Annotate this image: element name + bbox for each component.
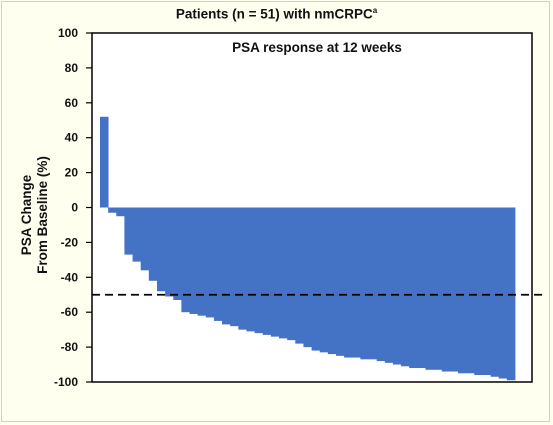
patient-bar (116, 207, 125, 217)
y-tick-label: 60 (65, 96, 79, 110)
y-tick-label: 0 (71, 201, 78, 215)
y-tick-label: 20 (65, 166, 79, 180)
patient-bar (254, 207, 264, 334)
patient-bar (140, 207, 150, 271)
chart-title: Patients (n = 51) with nmCRPCa (175, 6, 378, 22)
patient-bar (303, 207, 312, 348)
y-tick-label: -20 (61, 235, 79, 249)
patient-bar (197, 207, 207, 316)
patient-bar (474, 207, 483, 376)
patient-bar (384, 207, 394, 363)
patient-bar (238, 207, 247, 330)
patient-bar (392, 207, 402, 365)
patient-bar (401, 207, 410, 367)
patient-bar (498, 207, 508, 379)
patient-bar (319, 207, 329, 353)
y-tick-label: -80 (61, 340, 79, 354)
patient-bar (205, 207, 215, 318)
patient-bar (360, 207, 369, 360)
patient-bar (279, 207, 288, 339)
patient-bar (344, 207, 353, 358)
patient-bar (449, 207, 459, 372)
patient-bar (148, 207, 158, 281)
patient-bar (295, 207, 304, 344)
patient-bar (262, 207, 272, 335)
patient-bar (124, 207, 133, 255)
y-tick-label: 40 (65, 131, 79, 145)
patient-bar (230, 207, 239, 327)
patient-bar (376, 207, 386, 362)
patient-bar (213, 207, 223, 321)
patient-bar (441, 207, 451, 372)
patient-bar (246, 207, 256, 332)
patient-bar (458, 207, 467, 374)
patient-bar (409, 207, 418, 369)
patient-bar (425, 207, 435, 370)
y-axis: 100 80 60 40 20 0 -20 -40 -60 -80 -100 (54, 26, 92, 389)
patient-bar (490, 207, 500, 377)
patient-bar (189, 207, 199, 314)
patient-bar (287, 207, 296, 341)
patient-bar (100, 116, 109, 208)
bars-group (100, 116, 516, 381)
title-footnote-marker: a (372, 6, 378, 15)
patient-bar (466, 207, 475, 374)
patient-bar (335, 207, 345, 356)
patient-bar (181, 207, 190, 313)
y-tick-label: -40 (61, 270, 79, 284)
y-tick-label: 80 (65, 61, 79, 75)
patient-bar (352, 207, 361, 358)
chart-subtitle: PSA response at 12 weeks (232, 40, 402, 55)
patient-bar (270, 207, 280, 337)
patient-bar (173, 207, 182, 300)
patient-bar (482, 207, 491, 376)
patient-bar (156, 207, 166, 292)
patient-bar (327, 207, 337, 355)
y-tick-label: -60 (61, 305, 79, 319)
patient-bar (222, 207, 231, 325)
y-tick-label: -100 (54, 375, 78, 389)
patient-bar (368, 207, 378, 360)
patient-bar (108, 207, 117, 213)
patient-bar (417, 207, 426, 369)
patient-bar (165, 207, 174, 297)
patient-bar (132, 207, 142, 262)
patient-bar (311, 207, 321, 351)
y-tick-label: 100 (58, 26, 78, 40)
patient-bar (433, 207, 443, 370)
